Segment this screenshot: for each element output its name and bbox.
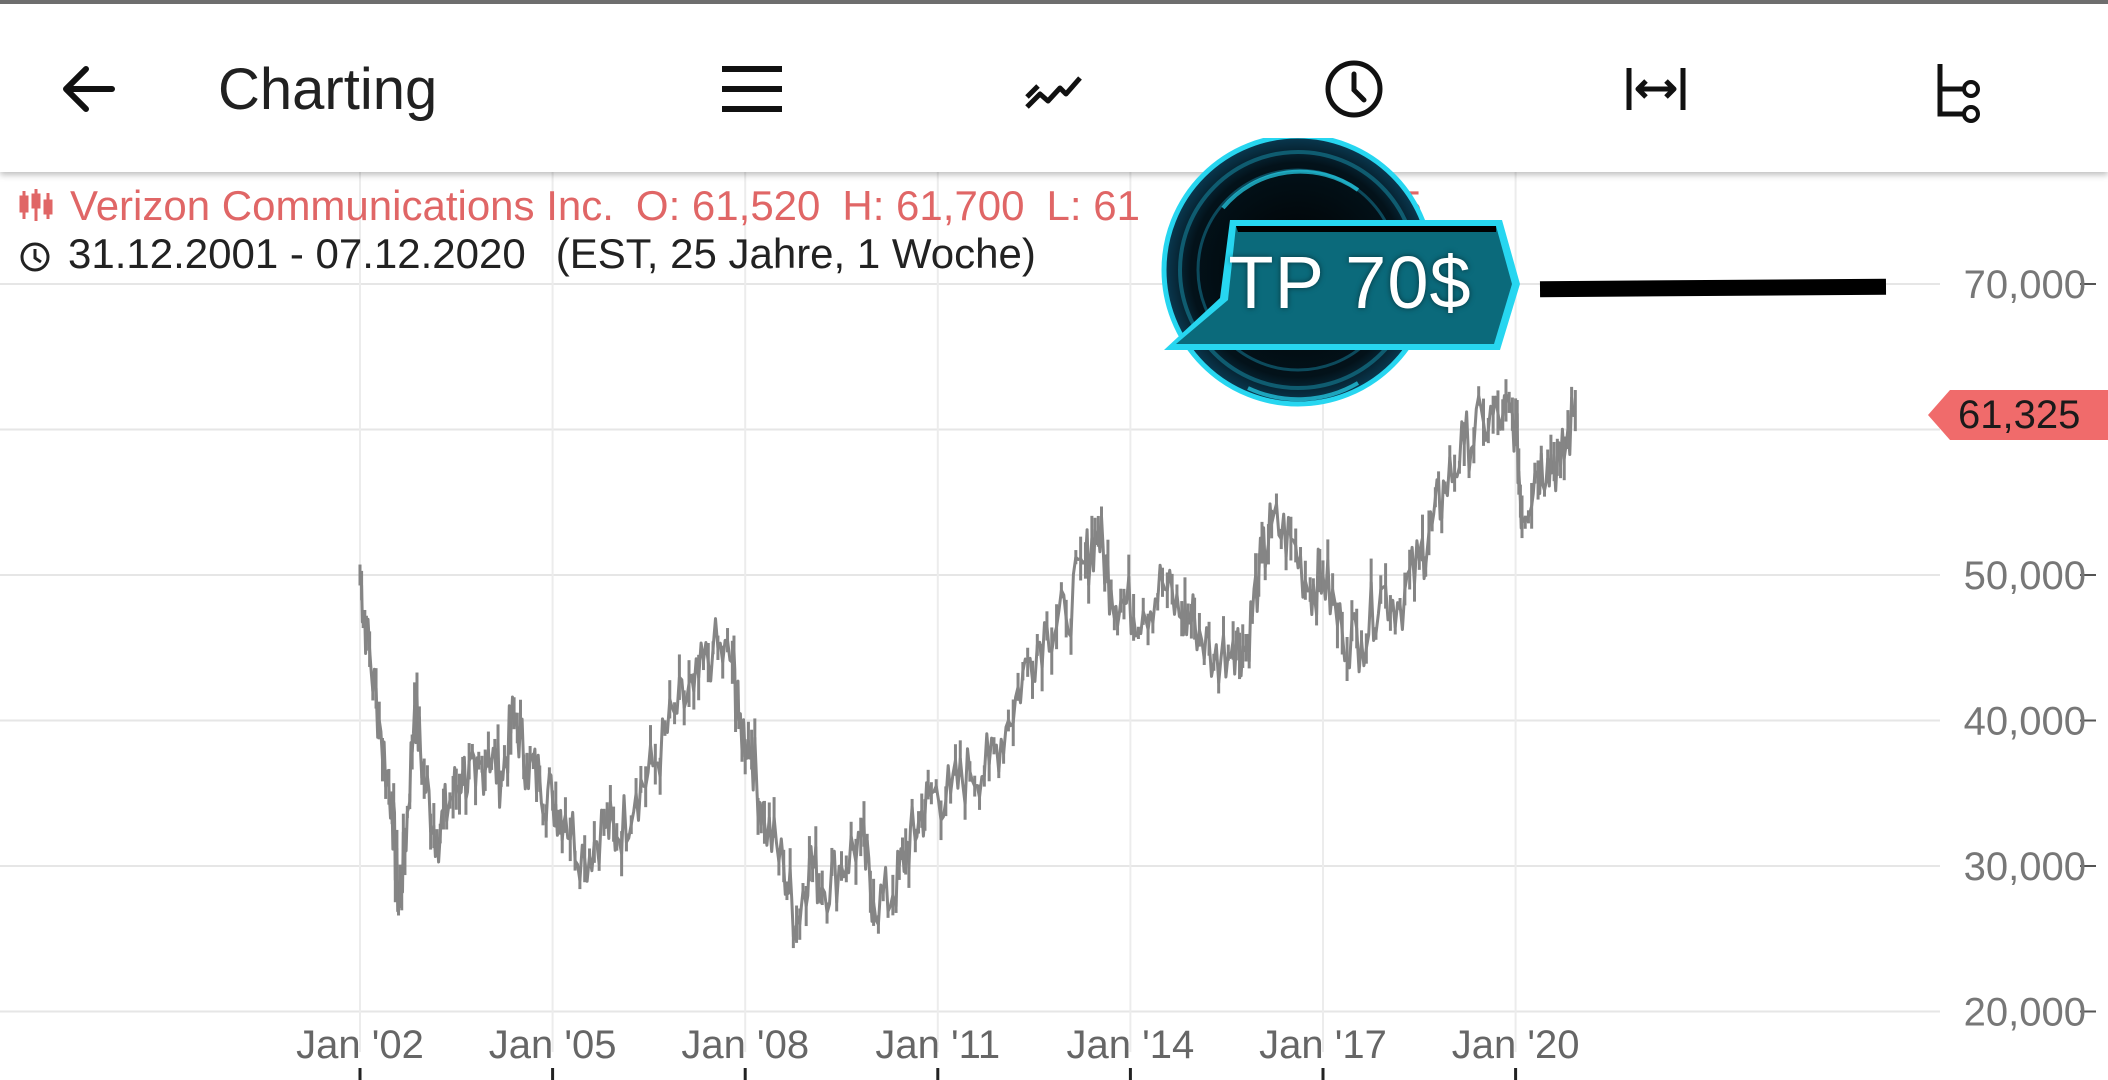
- date-range-detail: (EST, 25 Jahre, 1 Woche): [555, 230, 1036, 277]
- back-arrow-icon[interactable]: [46, 52, 126, 132]
- x-tick-label: Jan '11: [875, 1023, 1000, 1067]
- current-price-value: 61,325: [1958, 393, 2081, 437]
- line-chart-icon[interactable]: [1012, 52, 1092, 132]
- x-tick-label: Jan '02: [296, 1023, 424, 1067]
- x-tick-label: Jan '08: [681, 1023, 809, 1067]
- price-series-line: [358, 394, 1577, 941]
- indicators-tree-icon[interactable]: [1918, 52, 1998, 132]
- current-price-tag: 61,325: [1928, 390, 2108, 440]
- y-tick-label: 30,000: [1964, 845, 2086, 889]
- toolbar: Charting: [0, 0, 2108, 172]
- target-price-label: TP 70$: [1228, 241, 1472, 324]
- clock-small-icon: [20, 242, 50, 272]
- high-value: H: 61,700: [842, 182, 1025, 229]
- fit-width-icon[interactable]: [1616, 52, 1696, 132]
- y-tick-label: 70,000: [1964, 263, 2086, 307]
- target-price-line[interactable]: [1539, 278, 1887, 298]
- date-range: 31.12.2001 - 07.12.2020: [68, 230, 526, 277]
- instrument-name: Verizon Communications Inc.: [70, 182, 614, 229]
- date-range-info: 31.12.2001 - 07.12.2020 (EST, 25 Jahre, 1…: [18, 230, 1036, 278]
- page-title: Charting: [218, 57, 438, 122]
- y-tick-label: 40,000: [1964, 700, 2086, 744]
- open-value: O: 61,520: [635, 182, 821, 229]
- target-price-badge[interactable]: [1158, 138, 1528, 408]
- y-tick-label: 50,000: [1964, 554, 2086, 598]
- low-value: L: 61: [1046, 182, 1140, 229]
- x-tick-label: Jan '20: [1452, 1023, 1580, 1067]
- clock-icon[interactable]: [1314, 52, 1394, 132]
- candlestick-icon: [18, 185, 54, 233]
- x-tick-label: Jan '05: [489, 1023, 617, 1067]
- x-tick-label: Jan '14: [1067, 1023, 1195, 1067]
- y-tick-label: 20,000: [1964, 991, 2086, 1035]
- price-chart[interactable]: Jan '02 Jan '05 Jan '08 Jan '11 Jan '14 Jan '…: [0, 172, 2108, 1080]
- x-tick-label: Jan '17: [1259, 1023, 1387, 1067]
- menu-icon[interactable]: [712, 52, 792, 132]
- instrument-info: Verizon Communications Inc. O: 61,520 H: 6…: [18, 182, 1422, 233]
